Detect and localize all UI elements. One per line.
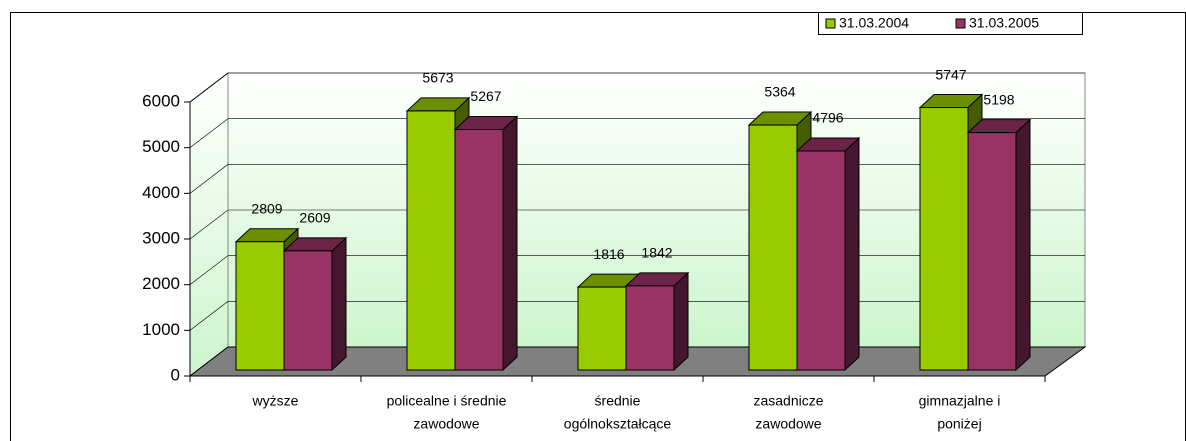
x-tick-label: poniżej bbox=[937, 416, 981, 432]
y-tick-label: 4000 bbox=[142, 183, 180, 202]
bar bbox=[967, 132, 1017, 371]
y-tick-label: 1000 bbox=[142, 320, 180, 339]
bar-side bbox=[844, 136, 860, 372]
y-tick-label: 2000 bbox=[142, 274, 180, 293]
legend-swatch bbox=[825, 18, 836, 29]
x-tick-label: wyższe bbox=[252, 393, 299, 409]
x-tick-label: gimnazjalne i bbox=[919, 393, 1001, 409]
bar bbox=[235, 241, 285, 371]
x-tick-label: zawodowe bbox=[755, 416, 821, 432]
bar bbox=[283, 250, 333, 371]
y-tick-label: 5000 bbox=[142, 137, 180, 156]
legend-swatch bbox=[955, 18, 966, 29]
x-tick-label: ogólnokształcące bbox=[564, 416, 672, 432]
legend-box bbox=[818, 12, 1083, 35]
x-tick-label: zasadnicze bbox=[753, 393, 823, 409]
x-tick-label: zawodowe bbox=[413, 416, 479, 432]
data-label: 5364 bbox=[764, 84, 795, 100]
y-tick-label: 6000 bbox=[142, 91, 180, 110]
legend: 31.03.2004 31.03.2005 bbox=[818, 12, 1083, 35]
y-tick-label: 0 bbox=[171, 365, 180, 384]
data-label: 5198 bbox=[983, 91, 1014, 107]
data-label: 4796 bbox=[812, 110, 843, 126]
bar bbox=[406, 110, 456, 371]
bar-side bbox=[331, 236, 347, 372]
data-label: 1816 bbox=[593, 246, 624, 262]
data-label: 2809 bbox=[251, 200, 282, 216]
bar-side bbox=[502, 115, 518, 372]
grid-line bbox=[189, 72, 1085, 103]
y-tick-label: 3000 bbox=[142, 228, 180, 247]
bar bbox=[454, 128, 504, 371]
x-tick-label: średnie bbox=[595, 393, 641, 409]
bar-side bbox=[1015, 118, 1031, 372]
legend-label: 31.03.2004 bbox=[839, 15, 909, 31]
data-label: 5673 bbox=[422, 70, 453, 86]
bar bbox=[748, 124, 798, 371]
data-label: 5267 bbox=[470, 88, 501, 104]
bar bbox=[625, 285, 675, 371]
bar bbox=[577, 286, 627, 371]
bar bbox=[796, 150, 846, 371]
bar-side bbox=[673, 271, 689, 372]
data-label: 5747 bbox=[935, 66, 966, 82]
data-label: 1842 bbox=[641, 245, 672, 261]
data-label: 2609 bbox=[299, 210, 330, 226]
bar bbox=[919, 107, 969, 371]
legend-label: 31.03.2005 bbox=[969, 15, 1039, 31]
x-tick-label: policealne i średnie bbox=[387, 393, 507, 409]
